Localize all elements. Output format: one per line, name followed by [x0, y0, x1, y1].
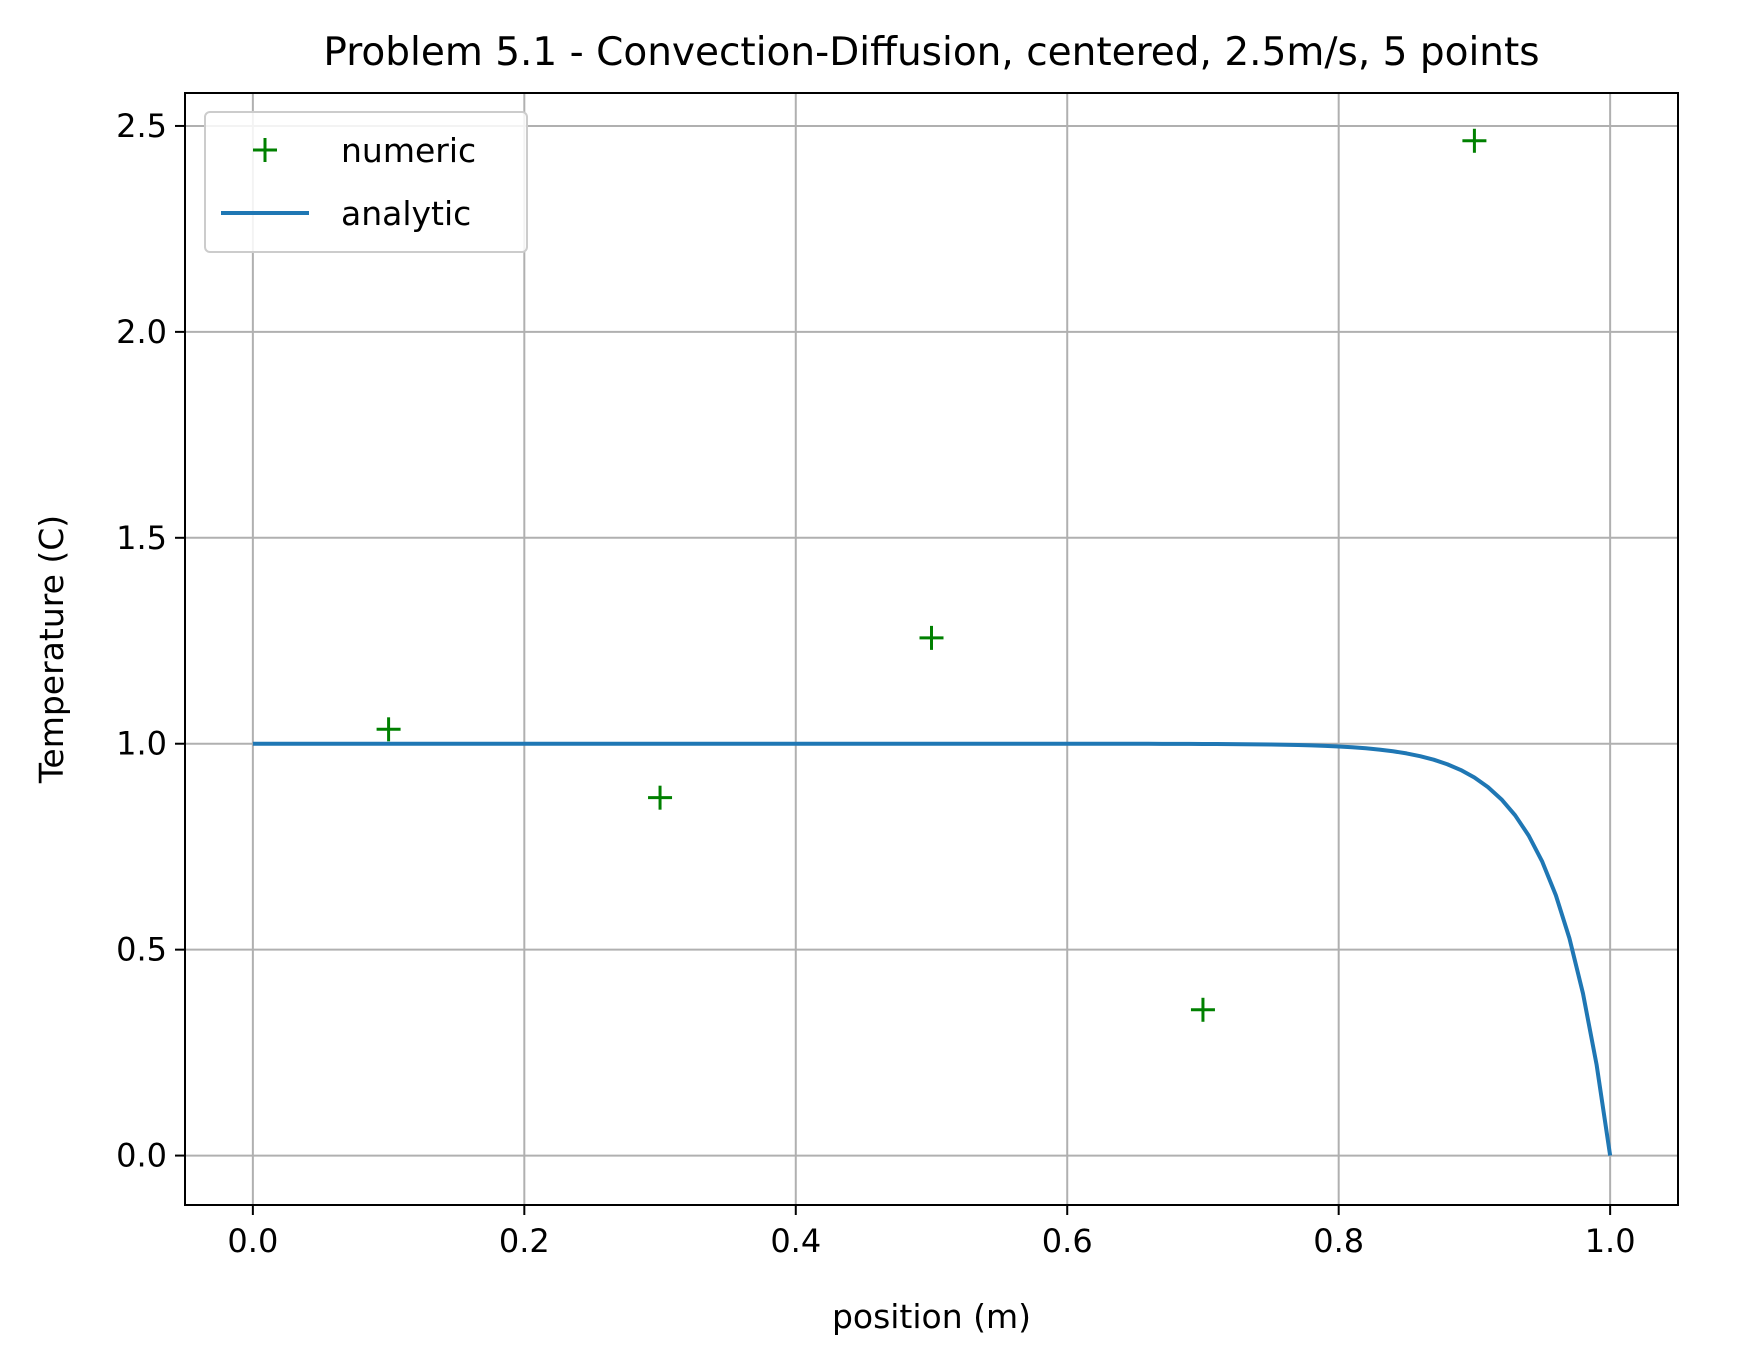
legend: numeric analytic [204, 111, 528, 253]
y-axis-label: Temperature (C) [32, 515, 71, 784]
x-tick-label: 0.6 [1042, 1222, 1093, 1260]
numeric-point [376, 717, 401, 742]
numeric-point [919, 625, 944, 650]
y-tick-label: 2.5 [116, 107, 167, 145]
numeric-point [648, 785, 673, 810]
x-tick-label: 1.0 [1585, 1222, 1636, 1260]
x-tick-label: 0.2 [499, 1222, 550, 1260]
x-tick-label: 0.0 [227, 1222, 278, 1260]
chart-title: Problem 5.1 - Convection-Diffusion, cent… [323, 30, 1539, 75]
x-tick-label: 0.8 [1313, 1222, 1364, 1260]
y-tick-label: 2.0 [116, 313, 167, 351]
numeric-point [1462, 128, 1487, 153]
legend-box [204, 111, 528, 253]
legend-numeric-label: numeric [341, 131, 476, 170]
x-axis-label: position (m) [832, 1297, 1031, 1336]
y-tick-label: 1.5 [116, 519, 167, 557]
data-layer [252, 128, 1613, 1156]
legend-analytic-label: analytic [341, 194, 471, 233]
y-tick-label: 1.0 [116, 725, 167, 763]
numeric-point [1190, 997, 1215, 1022]
ticks: 0.0 0.2 0.4 0.6 0.8 1.0 0.0 0.5 1.0 1.5 2.0 2.5 [116, 107, 1635, 1260]
grid [185, 93, 1678, 1205]
axes-frame [184, 92, 1679, 1206]
y-tick-label: 0.0 [116, 1137, 167, 1175]
x-tick-label: 0.4 [770, 1222, 821, 1260]
analytic-series-line [252, 741, 1613, 1156]
y-tick-label: 0.5 [116, 931, 167, 969]
